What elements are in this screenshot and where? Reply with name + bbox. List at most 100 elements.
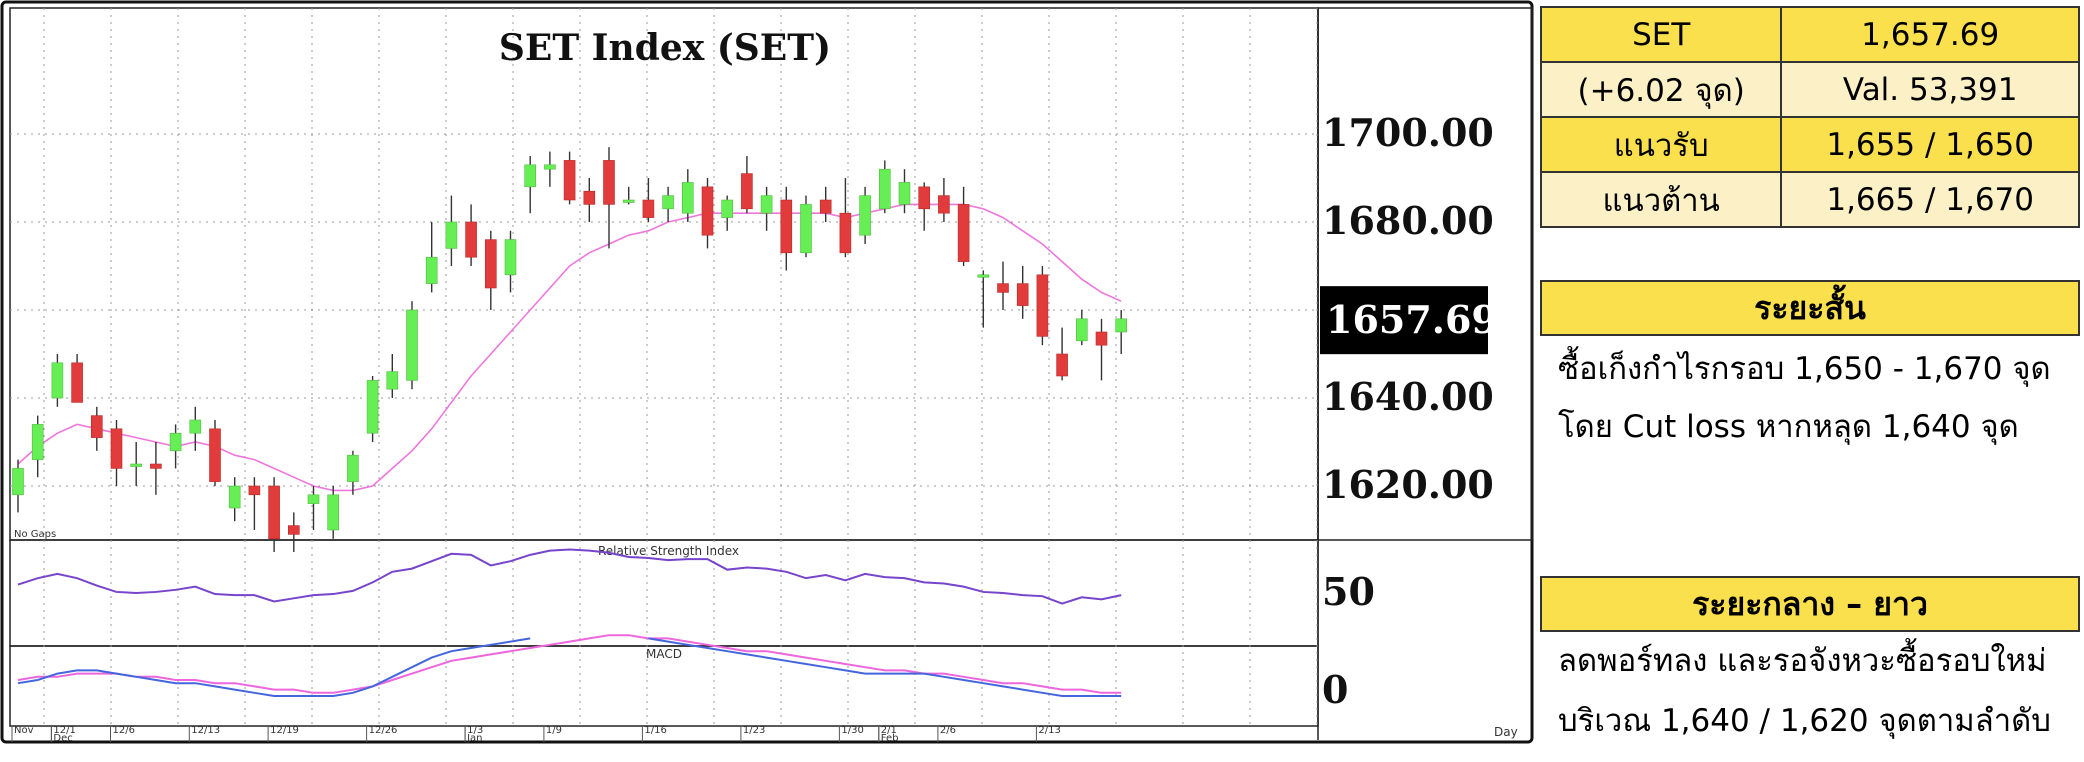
price-tick-label: 1640.00	[1322, 374, 1494, 419]
candle-body	[859, 195, 871, 236]
candle-body	[938, 195, 950, 214]
x-tick-label: 12/13	[191, 725, 220, 736]
candle-body	[287, 525, 300, 535]
candle-body	[878, 168, 891, 210]
x-tick-label: 12/19	[270, 725, 299, 736]
candle-body	[1115, 318, 1127, 333]
price-tick-label: 1620.00	[1322, 462, 1494, 507]
macd-line	[17, 637, 531, 697]
price-tick-label: 1680.00	[1322, 198, 1494, 243]
candle-body	[1056, 353, 1068, 377]
candle-body	[71, 362, 83, 403]
candle-body	[819, 199, 832, 214]
candle-body	[642, 199, 655, 218]
quote-label-set: SET	[1539, 6, 1783, 63]
quote-table: SET 1,657.69 (+6.02 จุด) Val. 53,391 แนว…	[1539, 6, 2080, 228]
candle-body	[839, 212, 852, 254]
candle-body	[1076, 318, 1088, 342]
mid-long-term-line-1: ลดพอร์ทลง และรอจังหวะซื้อรอบใหม่	[1558, 643, 2047, 679]
candle-body	[445, 221, 458, 249]
candle-body	[760, 195, 773, 214]
macd-label: MACD	[646, 647, 682, 661]
candle-body	[484, 239, 497, 289]
candle-body	[91, 415, 103, 438]
candle-body	[662, 195, 674, 210]
candle-body	[800, 204, 812, 254]
x-tick-label: 2/1	[881, 725, 897, 736]
candle-body	[465, 221, 477, 258]
candle-body	[603, 160, 615, 205]
moving-average-line	[17, 203, 1122, 492]
rsi-line	[17, 548, 1122, 605]
table-row: SET 1,657.69	[1539, 6, 2080, 63]
rsi-tick-label: 50	[1322, 569, 1375, 614]
price-axis-frame	[1317, 7, 1533, 541]
chart-frame	[0, 0, 1534, 744]
x-tick-label: 12/1	[53, 725, 75, 736]
candle-body	[563, 160, 576, 201]
candle-body	[12, 468, 24, 496]
candle-body	[51, 362, 64, 399]
candle-body	[544, 164, 556, 170]
x-tick-label: 12/6	[113, 725, 135, 736]
candle-body	[583, 190, 596, 205]
macd-signal-line	[17, 634, 1122, 694]
candle-body	[1016, 283, 1029, 306]
candle-body	[425, 256, 438, 284]
candle-body	[504, 239, 517, 276]
candle-body	[130, 463, 142, 467]
set-index-chart: SET Index (SET) 1700.00 1680.00 1640.00 1620…	[0, 0, 1534, 744]
short-term-line-2: โดย Cut loss หากหลุด 1,640 จุด	[1558, 409, 2019, 445]
candle-body	[406, 309, 418, 381]
candle-body	[977, 274, 990, 278]
candle-body	[150, 463, 162, 469]
no-gaps-label: No Gaps	[14, 529, 56, 540]
x-tick-label: 12/26	[369, 725, 398, 736]
candle-body	[327, 494, 340, 531]
resistance-value: 1,665 / 1,670	[1780, 171, 2080, 228]
support-label: แนวรับ	[1539, 116, 1783, 173]
candle-body	[622, 199, 635, 203]
candle-body	[366, 380, 379, 434]
candle-body	[248, 485, 261, 496]
x-tick-label: 1/30	[841, 725, 863, 736]
x-tick-label: Feb	[881, 733, 899, 744]
candle-body	[1095, 331, 1108, 346]
table-row: (+6.02 จุด) Val. 53,391	[1539, 61, 2080, 118]
x-tick-label: Nov	[14, 725, 34, 736]
chart-title: SET Index (SET)	[499, 27, 831, 69]
chart-panel: SET Index (SET) 1700.00 1680.00 1640.00 1620…	[0, 0, 1534, 744]
candle-body	[681, 182, 694, 214]
candle-body	[1036, 274, 1049, 337]
candle-body	[347, 454, 359, 482]
last-price-label: 1657.69	[1326, 297, 1498, 342]
candle-body	[189, 419, 202, 434]
candle-body	[307, 494, 320, 504]
support-value: 1,655 / 1,650	[1780, 116, 2080, 173]
candle-body	[957, 204, 970, 262]
x-tick-label: 2/6	[940, 725, 956, 736]
rsi-label: Relative Strength Index	[598, 544, 739, 558]
quote-value-set: 1,657.69	[1780, 6, 2080, 63]
candle-body	[228, 485, 241, 509]
candle-body	[721, 199, 734, 218]
candle-body	[997, 283, 1009, 293]
candle-body	[898, 182, 911, 205]
candle-body	[524, 164, 537, 188]
resistance-label: แนวต้าน	[1539, 171, 1783, 228]
mid-long-term-line-2: บริเวณ 1,640 / 1,620 จุดตามลำดับ	[1558, 703, 2051, 739]
candle-body	[386, 371, 399, 390]
mid-long-term-header: ระยะกลาง – ยาว	[1540, 576, 2080, 632]
x-tick-label: 1/9	[546, 725, 562, 736]
table-row: แนวต้าน 1,665 / 1,670	[1539, 171, 2080, 228]
short-term-header: ระยะสั้น	[1540, 280, 2080, 336]
quote-change: (+6.02 จุด)	[1539, 61, 1783, 118]
candle-body	[741, 173, 753, 210]
x-tick-label: 1/3	[467, 725, 483, 736]
candle-body	[918, 186, 931, 210]
candle-body	[209, 428, 221, 482]
x-axis-label: Day	[1494, 725, 1518, 739]
macd-line	[648, 637, 1122, 697]
candle-body	[268, 485, 280, 540]
last-price-box	[1320, 286, 1488, 355]
